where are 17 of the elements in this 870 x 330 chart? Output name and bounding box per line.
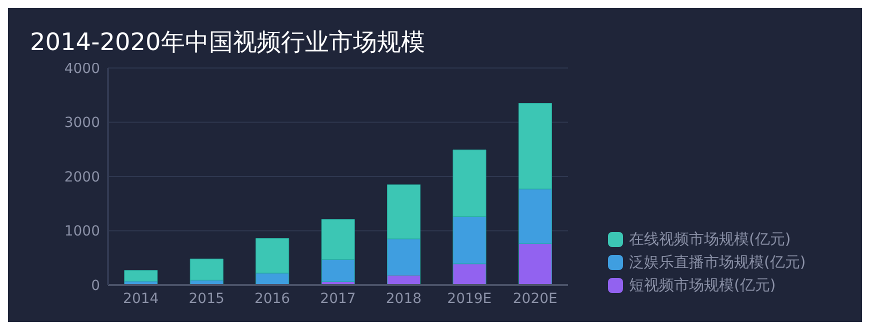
x-tick-label: 2015 — [188, 290, 224, 307]
bar — [190, 258, 224, 280]
legend-label: 短视频市场规模(亿元) — [629, 276, 776, 295]
chart-title: 2014-2020年中国视频行业市场规模 — [30, 27, 425, 58]
x-tick-label: 2014 — [123, 290, 159, 307]
y-tick-label: 3000 — [64, 115, 100, 132]
y-tick-label: 2000 — [64, 169, 100, 186]
x-tick-label: 2020E — [512, 290, 558, 307]
x-tick-label: 2017 — [320, 290, 356, 307]
y-tick-label: 0 — [91, 278, 100, 294]
legend-label: 泛娱乐直播市场规模(亿元) — [629, 253, 806, 272]
legend-label: 在线视频市场规模(亿元) — [629, 230, 791, 249]
x-tick-label: 2018 — [386, 290, 422, 307]
x-tick-label: 2019E — [447, 290, 492, 307]
x-tick-label: 2016 — [254, 290, 290, 307]
bar — [124, 270, 158, 282]
y-tick-label: 1000 — [64, 224, 100, 240]
